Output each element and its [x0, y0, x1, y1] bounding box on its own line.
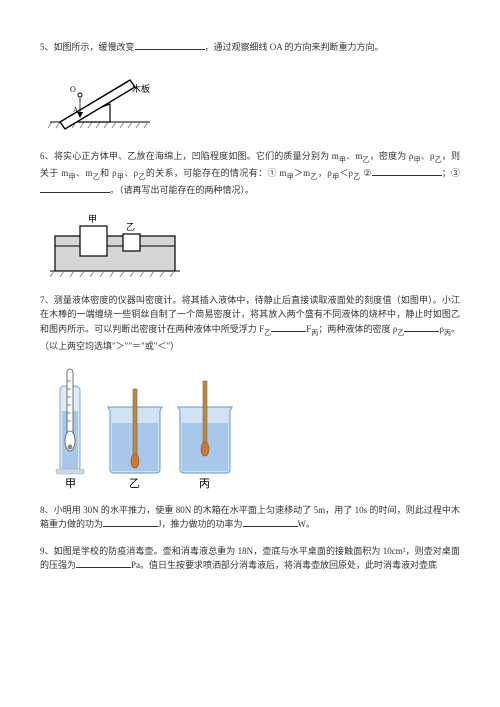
question-5: 5、如图所示，缓慢改变 ，通过观察细线 OA 的方向来判断重力方向。 — [40, 40, 460, 137]
question-6: 6、将实心正方体甲、乙放在海绵上，凹陷程度如图。它们的质量分别为 m甲、m乙，密… — [40, 149, 460, 280]
q5-blank — [135, 40, 205, 50]
q9-text: 9、如图是学校的防疫消毒壶。壶和消毒液总重为 18N，壶底与水平桌面的接触面积为… — [40, 544, 460, 573]
q8-num: 8、 — [40, 505, 54, 515]
question-9: 9、如图是学校的防疫消毒壶。壶和消毒液总重为 18N，壶底与水平桌面的接触面积为… — [40, 544, 460, 573]
q6-blank-1 — [372, 166, 442, 176]
q5-text: 5、如图所示，缓慢改变 ，通过观察细线 OA 的方向来判断重力方向。 — [40, 40, 460, 54]
q5-t2: ，通过观察细线 OA 的方向来判断重力方向。 — [205, 42, 384, 52]
svg-text:甲: 甲 — [88, 214, 97, 224]
q6-text: 6、将实心正方体甲、乙放在海绵上，凹陷程度如图。它们的质量分别为 m甲、m乙，密… — [40, 149, 460, 197]
svg-text:丙: 丙 — [199, 478, 210, 490]
svg-text:A: A — [73, 106, 78, 114]
q5-figure: O A 木板 — [40, 62, 460, 137]
q7-blank-2 — [404, 322, 439, 332]
question-7: 7、测量液体密度的仪器叫密度计。将其插入液体中，待静止后直接读取液面处的刻度值（… — [40, 293, 460, 491]
q6-figure: 甲 乙 — [40, 206, 460, 281]
q8-blank-1 — [103, 517, 158, 527]
q7-blank-1 — [271, 322, 306, 332]
q7-text: 7、测量液体密度的仪器叫密度计。将其插入液体中，待静止后直接读取液面处的刻度值（… — [40, 293, 460, 353]
q5-num: 5、 — [40, 42, 54, 52]
q8-text: 8、小明用 30N 的水平推力，使重 80N 的木箱在水平面上匀速移动了 5m，… — [40, 503, 460, 532]
q6-num: 6、 — [40, 151, 54, 161]
q7-figure: 甲 乙 丙 — [40, 361, 460, 491]
question-8: 8、小明用 30N 的水平推力，使重 80N 的木箱在水平面上匀速移动了 5m，… — [40, 503, 460, 532]
svg-text:甲: 甲 — [65, 478, 76, 490]
q5-t1: 如图所示，缓慢改变 — [54, 42, 135, 52]
q7-num: 7、 — [40, 295, 54, 305]
svg-text:乙: 乙 — [126, 222, 135, 232]
q9-blank-1 — [76, 558, 131, 568]
q9-num: 9、 — [40, 546, 54, 556]
svg-text:O: O — [70, 85, 76, 94]
svg-text:乙: 乙 — [129, 477, 140, 490]
q8-blank-2 — [243, 517, 298, 527]
q6-blank-2 — [40, 183, 110, 193]
svg-text:木板: 木板 — [132, 83, 150, 94]
